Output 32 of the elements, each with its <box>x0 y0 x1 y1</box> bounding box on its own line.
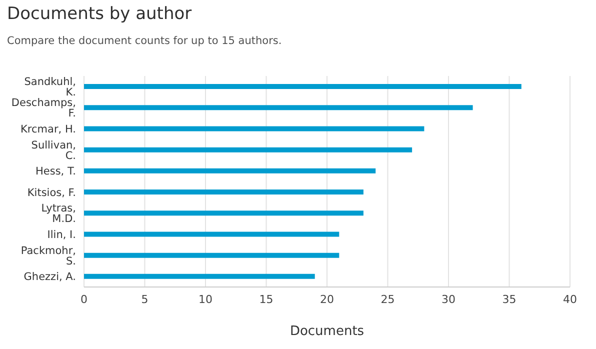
bar <box>84 84 522 90</box>
bar <box>84 190 364 195</box>
y-tick-label: Deschamps, F. <box>11 97 76 120</box>
y-tick-label: Kitsios, F. <box>27 186 76 199</box>
x-tick-label: 20 <box>320 292 334 306</box>
x-axis-title: Documents <box>290 324 364 339</box>
x-tick-label: 10 <box>198 292 212 306</box>
x-tick-label: 35 <box>502 292 516 306</box>
bar <box>84 126 424 132</box>
y-tick-label: Krcmar, H. <box>20 123 76 136</box>
y-tick-label: Sullivan, C. <box>31 139 76 162</box>
x-tick-label: 25 <box>380 292 395 306</box>
chart-title: Documents by author <box>7 4 192 24</box>
y-tick-label: Sandkuhl, K. <box>24 76 76 99</box>
y-tick-label: Hess, T. <box>36 166 76 178</box>
x-tick-label: 30 <box>442 292 456 306</box>
y-tick-label: Ilin, I. <box>47 228 76 241</box>
y-tick-label: Lytras, M.D. <box>41 202 76 226</box>
bar <box>84 232 340 237</box>
x-tick-label: 0 <box>80 292 88 306</box>
y-tick-label: Ghezzi, A. <box>24 271 76 284</box>
x-tick-label: 40 <box>563 292 577 306</box>
x-tick-label: 15 <box>259 292 274 306</box>
bar <box>84 147 412 152</box>
bar <box>84 168 376 174</box>
bar <box>84 105 473 110</box>
bar <box>84 274 315 279</box>
x-tick-label: 5 <box>141 292 148 306</box>
chart-subtitle: Compare the document counts for up to 15 authors. <box>7 35 282 47</box>
bar <box>84 252 340 258</box>
bar <box>84 210 364 216</box>
y-tick-label: Packmohr, S. <box>20 244 76 268</box>
